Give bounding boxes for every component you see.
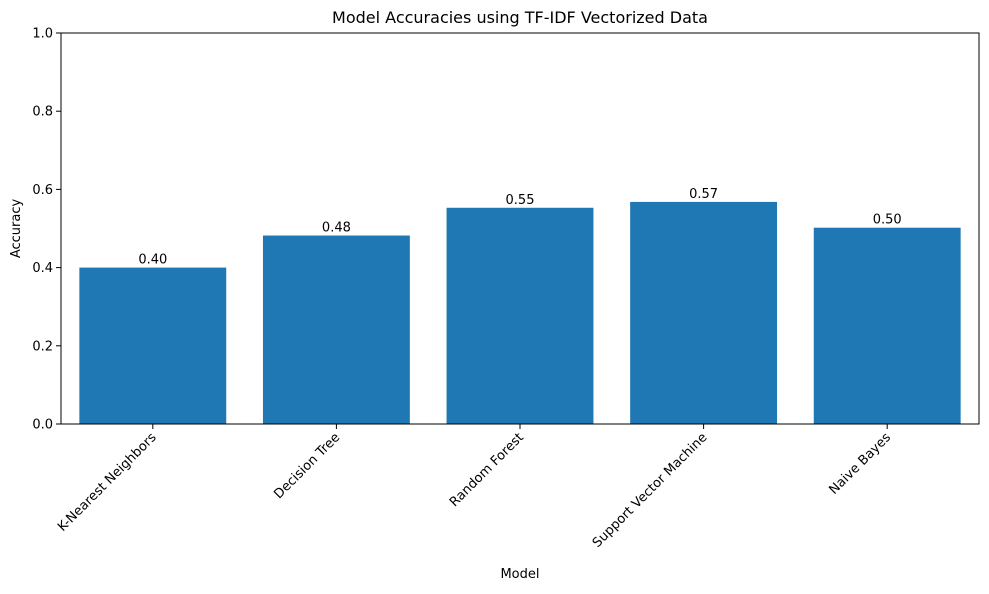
bar-value-label: 0.55 [506,193,535,208]
bars-layer [79,201,961,424]
bar-value-label: 0.57 [689,187,718,202]
y-tick-label: 0.2 [32,339,53,354]
bar [262,235,410,424]
y-tick-label: 0.6 [32,183,53,198]
value-labels-layer: 0.40 0.48 0.55 0.57 0.50 [138,187,901,268]
bar [630,201,778,424]
chart-title: Model Accuracies using TF-IDF Vectorized… [332,8,708,27]
y-tick-label: 1.0 [32,27,53,42]
y-tick-label: 0.4 [32,261,53,276]
bar-value-label: 0.40 [138,253,167,268]
plot-frame [60,32,980,425]
y-axis-label: Accuracy [9,199,24,259]
y-tick-label: 0.0 [32,418,53,433]
bar-value-label: 0.50 [873,213,902,228]
y-tick-label: 0.8 [32,105,53,120]
bar [79,267,227,424]
bar [446,207,594,424]
bar-value-label: 0.48 [322,221,351,236]
bar [813,227,961,424]
y-axis: 0.0 0.2 0.4 0.6 0.8 1.0 [32,27,61,433]
x-axis-label: Model [500,567,539,582]
